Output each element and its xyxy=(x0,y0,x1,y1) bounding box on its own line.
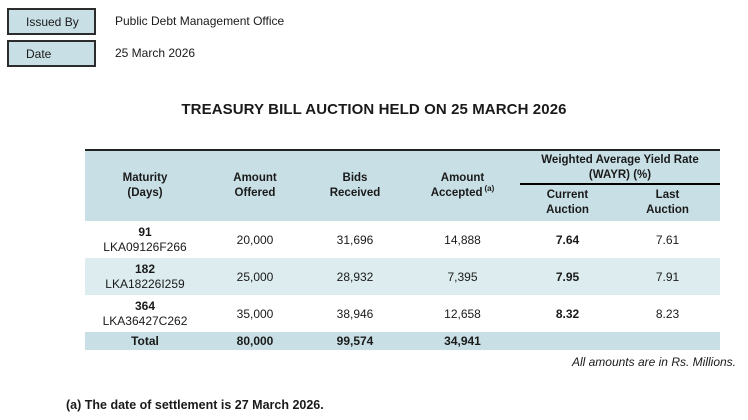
amount-accepted-cell: 12,658 xyxy=(444,306,481,321)
table-row: 91 LKA09126F266 20,000 31,696 14,888 7.6… xyxy=(85,221,720,258)
maturity-cell: 182 LKA18226I259 xyxy=(85,258,205,295)
isin-code: LKA09126F266 xyxy=(103,239,187,254)
amount-accepted-cell: 14,888 xyxy=(444,232,481,247)
date-value: 25 March 2026 xyxy=(115,46,196,60)
page-title: TREASURY BILL AUCTION HELD ON 25 MARCH 2… xyxy=(181,101,567,118)
table-row: 182 LKA18226I259 25,000 28,932 7,395 7.9… xyxy=(85,258,720,295)
wayr-last-cell: 7.61 xyxy=(655,232,680,247)
issued-by-label: Issued By xyxy=(26,14,79,29)
wayr-current-cell: 7.95 xyxy=(555,269,580,284)
maturity-days: 182 xyxy=(134,261,156,276)
maturity-days: 364 xyxy=(134,298,156,313)
amount-offered-cell: 35,000 xyxy=(236,306,274,321)
maturity-cell: 364 LKA36427C262 xyxy=(85,295,205,332)
amount-accepted-cell: 7,395 xyxy=(447,269,478,284)
footnote-marker-sup: (a) xyxy=(484,184,495,194)
bids-received-cell: 31,696 xyxy=(336,232,374,247)
wayr-last-cell: 8.23 xyxy=(655,306,680,321)
bids-received-cell: 28,932 xyxy=(336,269,374,284)
header-wayr-group: Weighted Average Yield Rate (WAYR) (%) C… xyxy=(520,151,720,221)
date-label: Date xyxy=(26,46,52,61)
isin-code: LKA18226I259 xyxy=(105,276,185,291)
amounts-unit-note: All amounts are in Rs. Millions. xyxy=(571,355,736,369)
total-bids: 99,574 xyxy=(336,334,374,348)
wayr-current-cell: 7.64 xyxy=(555,232,580,247)
issued-by-value: Public Debt Management Office xyxy=(115,14,285,28)
auction-table: Maturity (Days) Amount Offered Bids Rece… xyxy=(85,149,720,350)
total-offered: 80,000 xyxy=(236,334,274,348)
issued-by-box: Issued By xyxy=(7,8,96,35)
header-bids-received: Bids Received xyxy=(329,172,381,199)
total-accepted: 34,941 xyxy=(444,334,481,348)
header-maturity: Maturity (Days) xyxy=(122,172,168,199)
amount-offered-cell: 25,000 xyxy=(236,269,274,284)
table-header: Maturity (Days) Amount Offered Bids Rece… xyxy=(85,151,720,221)
header-wayr-title: Weighted Average Yield Rate (WAYR) (%) xyxy=(520,151,720,185)
header-amount-accepted: Amount Accepted (a) xyxy=(430,172,495,199)
bids-received-cell: 38,946 xyxy=(336,306,374,321)
maturity-days: 91 xyxy=(138,224,152,239)
wayr-last-cell: 7.91 xyxy=(655,269,680,284)
wayr-current-cell: 8.32 xyxy=(555,306,580,321)
header-current-auction: Current Auction xyxy=(546,189,589,216)
isin-code: LKA36427C262 xyxy=(102,313,188,328)
header-last-auction: Last Auction xyxy=(646,189,689,216)
total-label: Total xyxy=(131,334,159,348)
maturity-cell: 91 LKA09126F266 xyxy=(85,221,205,258)
date-box: Date xyxy=(7,40,96,67)
settlement-footnote: (a) The date of settlement is 27 March 2… xyxy=(66,398,324,412)
table-row: 364 LKA36427C262 35,000 38,946 12,658 8.… xyxy=(85,295,720,332)
amount-offered-cell: 20,000 xyxy=(236,232,274,247)
header-amount-offered: Amount Offered xyxy=(233,172,277,199)
total-row: Total 80,000 99,574 34,941 xyxy=(85,332,720,350)
